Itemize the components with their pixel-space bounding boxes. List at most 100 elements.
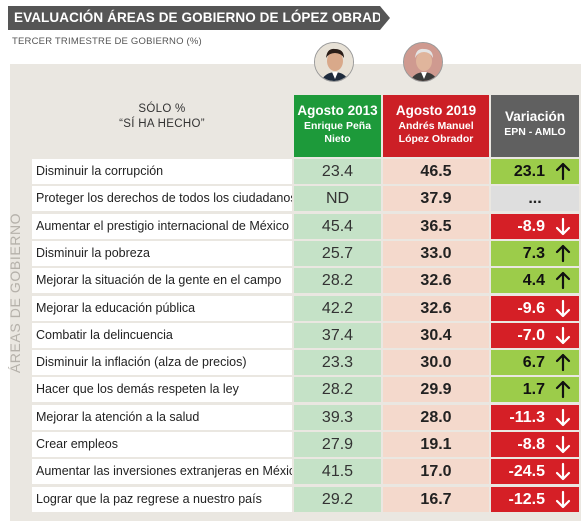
- variation-value: 6.7: [522, 354, 545, 372]
- table-row: Proteger los derechos de todos los ciuda…: [32, 186, 579, 212]
- variation-cell: -7.0: [491, 322, 579, 348]
- title-bar: EVALUACIÓN ÁREAS DE GOBIERNO DE LÓPEZ OB…: [8, 6, 402, 30]
- amlo-value: 19.1: [383, 432, 489, 457]
- variation-cell: 7.3: [491, 240, 579, 266]
- row-label: Disminuir la corrupción: [32, 159, 292, 184]
- row-label: Mejorar la atención a la salud: [32, 404, 292, 430]
- amlo-value: 30.4: [383, 322, 489, 348]
- arrow-down-icon: [555, 408, 571, 426]
- row-label: Mejorar la situación de la gente en el c…: [32, 268, 292, 294]
- row-label: Lograr que la paz regrese a nuestro país: [32, 486, 292, 512]
- arrow-up-icon: [555, 272, 571, 290]
- table-row: Combatir la delincuencia 37.4 30.4 -7.0: [32, 322, 579, 348]
- variation-cell: -24.5: [491, 459, 579, 485]
- amlo-value: 37.9: [383, 186, 489, 212]
- amlo-year: Agosto 2019: [395, 103, 477, 118]
- variation-cell: -8.8: [491, 432, 579, 457]
- table-row: Mejorar la educación pública 42.2 32.6 -9.6: [32, 295, 579, 321]
- epn-value: 28.2: [294, 268, 381, 294]
- epn-value: 28.2: [294, 377, 381, 403]
- table-row: Aumentar el prestigio internacional de M…: [32, 213, 579, 239]
- arrow-down-icon: [555, 217, 571, 235]
- table-row: Disminuir la inflación (alza de precios)…: [32, 350, 579, 376]
- row-label: Aumentar el prestigio internacional de M…: [32, 213, 292, 239]
- variation-cell: ...: [491, 186, 579, 212]
- amlo-value: 32.6: [383, 295, 489, 321]
- question-header: SÓLO % “SÍ HA HECHO”: [32, 102, 292, 132]
- variation-title: Variación: [504, 109, 566, 124]
- variation-cell: -11.3: [491, 404, 579, 430]
- arrow-up-icon: [555, 244, 571, 262]
- variation-column-header: Variación EPN - AMLO: [491, 95, 579, 157]
- epn-portrait: [314, 42, 354, 82]
- epn-name: Enrique Peña Nieto: [303, 120, 372, 145]
- epn-value: 39.3: [294, 404, 381, 430]
- epn-value: 27.9: [294, 432, 381, 457]
- variation-cell: 6.7: [491, 350, 579, 376]
- variation-value: 7.3: [522, 244, 545, 262]
- arrow-up-icon: [555, 162, 571, 181]
- variation-value: ...: [528, 190, 542, 208]
- amlo-value: 46.5: [383, 159, 489, 184]
- epn-value: 37.4: [294, 322, 381, 348]
- variation-cell: -9.6: [491, 295, 579, 321]
- side-label: ÁREAS DE GOBIERNO: [0, 64, 30, 521]
- arrow-down-icon: [555, 463, 571, 481]
- variation-value: -9.6: [517, 299, 545, 317]
- variation-value: -11.3: [509, 408, 545, 426]
- question-header-line2: “SÍ HA HECHO”: [119, 118, 205, 130]
- table-row: Hacer que los demás respeten la ley 28.2 2…: [32, 377, 579, 403]
- amlo-name: Andrés Manuel López Obrador: [398, 120, 474, 145]
- arrow-up-icon: [555, 353, 571, 372]
- table-row: Crear empleos 27.9 19.1 -8.8: [32, 432, 579, 457]
- row-label: Proteger los derechos de todos los ciuda…: [32, 186, 292, 212]
- arrow-down-icon: [555, 326, 571, 344]
- table-row: Lograr que la paz regrese a nuestro país…: [32, 486, 579, 512]
- table-row: Mejorar la atención a la salud 39.3 28.0 -1…: [32, 404, 579, 430]
- epn-value: 29.2: [294, 486, 381, 512]
- variation-value: 1.7: [522, 381, 545, 399]
- amlo-value: 32.6: [383, 268, 489, 294]
- arrow-down-icon: [555, 435, 571, 454]
- amlo-value: 29.9: [383, 377, 489, 403]
- variation-value: -8.9: [517, 217, 545, 235]
- amlo-portrait: [403, 42, 443, 82]
- variation-cell: 1.7: [491, 377, 579, 403]
- epn-value: ND: [294, 186, 381, 212]
- amlo-value: 30.0: [383, 350, 489, 376]
- table-row: Disminuir la pobreza 25.7 33.0 7.3: [32, 240, 579, 266]
- side-label-text: ÁREAS DE GOBIERNO: [7, 212, 24, 373]
- epn-value: 42.2: [294, 295, 381, 321]
- table-row: Mejorar la situación de la gente en el c…: [32, 268, 579, 294]
- epn-value: 45.4: [294, 213, 381, 239]
- arrow-up-icon: [555, 381, 571, 399]
- epn-value: 25.7: [294, 240, 381, 266]
- question-header-line1: SÓLO %: [138, 103, 186, 115]
- variation-subtitle: EPN - AMLO: [504, 126, 566, 138]
- amlo-value: 17.0: [383, 459, 489, 485]
- epn-value: 23.3: [294, 350, 381, 376]
- variation-cell: -12.5: [491, 486, 579, 512]
- amlo-value: 28.0: [383, 404, 489, 430]
- arrow-down-icon: [555, 490, 571, 508]
- epn-value: 41.5: [294, 459, 381, 485]
- variation-value: 23.1: [513, 163, 545, 180]
- amlo-value: 33.0: [383, 240, 489, 266]
- row-label: Aumentar las inversiones extranjeras en …: [32, 459, 292, 485]
- variation-cell: 23.1: [491, 159, 579, 184]
- row-label: Mejorar la educación pública: [32, 295, 292, 321]
- chart-subtitle: TERCER TRIMESTRE DE GOBIERNO (%): [12, 36, 202, 47]
- variation-value: 4.4: [522, 272, 545, 290]
- epn-column-header: Agosto 2013 Enrique Peña Nieto: [294, 95, 381, 157]
- amlo-value: 16.7: [383, 486, 489, 512]
- variation-value: -24.5: [508, 463, 545, 481]
- row-label: Combatir la delincuencia: [32, 322, 292, 348]
- variation-value: -8.8: [517, 436, 545, 453]
- row-label: Hacer que los demás respeten la ley: [32, 377, 292, 403]
- row-label: Disminuir la pobreza: [32, 240, 292, 266]
- amlo-value: 36.5: [383, 213, 489, 239]
- variation-value: -7.0: [517, 326, 545, 344]
- table-row: Disminuir la corrupción 23.4 46.5 23.1: [32, 159, 579, 184]
- chart-title: EVALUACIÓN ÁREAS DE GOBIERNO DE LÓPEZ OB…: [14, 10, 403, 25]
- epn-year: Agosto 2013: [297, 103, 378, 118]
